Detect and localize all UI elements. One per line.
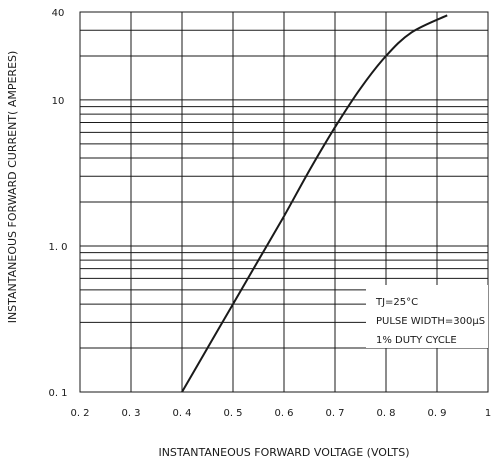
y-tick-label: 1. 0 (48, 242, 67, 253)
x-tick-label: 0. 5 (223, 408, 242, 419)
annotation-line-3: 1% DUTY CYCLE (376, 335, 457, 346)
annotation-line-1: TJ=25°C (375, 297, 418, 308)
y-axis-label: INSTANTANEOUS FORWARD CURRENT( AMPERES) (6, 51, 19, 324)
x-tick-label: 0. 8 (376, 408, 395, 419)
series-line (181, 14, 448, 393)
x-tick-label: 0. 7 (325, 408, 344, 419)
x-tick-label: 0. 4 (172, 408, 191, 419)
conditions-annotation: TJ=25°C PULSE WIDTH=300µS 1% DUTY CYCLE (366, 285, 488, 348)
x-tick-label: 0. 3 (121, 408, 140, 419)
data-series (181, 14, 448, 393)
x-tick-label: 0. 2 (70, 408, 89, 419)
x-axis-label: INSTANTANEOUS FORWARD VOLTAGE (VOLTS) (158, 446, 409, 459)
annotation-box (366, 285, 488, 348)
x-tick-label: 0. 9 (427, 408, 446, 419)
y-tick-label: 40 (52, 8, 65, 19)
x-tick-label: 0. 6 (274, 408, 293, 419)
y-tick-label: 0. 1 (48, 388, 67, 399)
x-tick-label: 1 (485, 408, 491, 419)
annotation-line-2: PULSE WIDTH=300µS (376, 316, 485, 327)
tick-labels: 0. 2 0. 3 0. 4 0. 5 0. 6 0. 7 0. 8 0. 9 1 0. 1 1. … (48, 8, 491, 419)
y-tick-label: 10 (52, 96, 65, 107)
plot-frame (79, 11, 489, 393)
